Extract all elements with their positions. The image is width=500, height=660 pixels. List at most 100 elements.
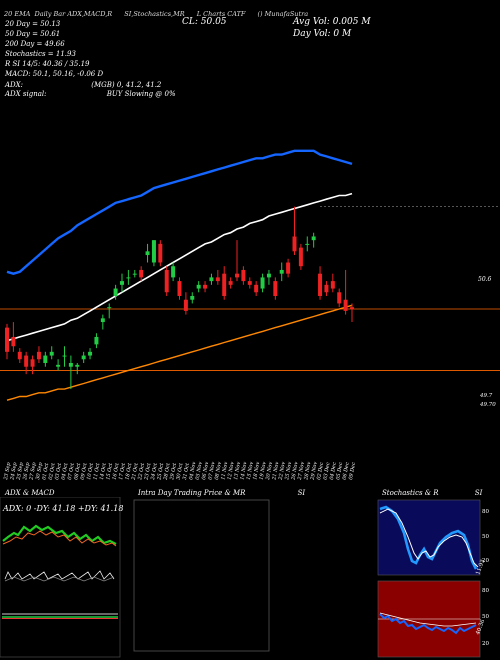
date-label: 14 Nov [239, 461, 248, 480]
date-label: 31 Oct [182, 462, 191, 481]
date-label: 19 Nov [259, 461, 268, 480]
candle-body [113, 288, 118, 296]
date-label: 11 Oct [93, 462, 102, 481]
date-label: 30 Sep [35, 461, 44, 480]
candle-body [215, 277, 220, 282]
macd-hist-plot [4, 570, 115, 580]
candle-body [43, 355, 48, 363]
main-lines [0, 149, 500, 401]
date-label: 25 Oct [156, 462, 165, 482]
adx-line-plot [2, 524, 117, 545]
series-line-2 [6, 192, 353, 342]
intraday-panel [133, 499, 270, 652]
candle-body [350, 307, 354, 310]
adx-signal-value: BUY Slowing @ 0% [106, 90, 176, 98]
stoch-tick-80: 80 [482, 509, 489, 515]
date-label: 29 Nov [310, 461, 319, 481]
date-label: 17 Oct [118, 462, 127, 481]
date-label: 06 Nov [201, 461, 210, 480]
candle-body [241, 269, 246, 282]
candle-body [183, 299, 188, 311]
candle-body [286, 262, 291, 274]
date-label: 26 Nov [290, 461, 299, 481]
date-label: 13 Nov [233, 461, 242, 480]
adx-values: (MGB) 0, 41.2, 41.2 [91, 81, 162, 89]
stoch-title-text: Stochastics & R [382, 489, 439, 497]
candle-body [266, 273, 271, 278]
close-price: CL: 50.05 [182, 17, 227, 27]
date-label: 06 Dec [342, 462, 351, 481]
candle-body [107, 307, 112, 309]
macd-signal-plot [4, 576, 115, 582]
date-label: 09 Oct [80, 462, 89, 481]
candle-body [151, 240, 156, 263]
candle-body [177, 281, 182, 296]
price-label-lower2: 49.70 [479, 402, 496, 408]
candle-body [139, 269, 144, 278]
macd-value: MACD: 50.1, 50.16, -0.06 D [5, 70, 104, 78]
candle-body [254, 284, 259, 293]
header-segment-2: Daily Bar ADX,MACD,R [34, 10, 113, 18]
header-segment-5: () MunafaSutra [257, 10, 309, 18]
stoch-last-value: 11.93 [475, 558, 486, 575]
date-label: 07 Oct [67, 462, 76, 481]
stochastics-value: Stochastics = 11.93 [5, 50, 76, 58]
date-label: 30 Oct [176, 462, 185, 481]
date-label: 09 Dec [348, 462, 357, 481]
chart-header: 20 EMA Daily Bar ADX,MACD,R SI,Stochasti… [4, 10, 308, 18]
date-label: 01 Oct [41, 462, 50, 481]
price-label-upper: 50.6 [478, 276, 492, 283]
date-label: 21 Nov [271, 461, 280, 481]
rsi-value: R SI 14/5: 40.36 / 35.19 [5, 60, 90, 68]
candle-body [311, 236, 316, 241]
avg-volume: Avg Vol: 0.005 M [293, 17, 371, 27]
adx-signal-label: ADX signal: [5, 90, 47, 98]
date-label: 15 Nov [246, 461, 255, 480]
candle-body [24, 355, 29, 367]
candle-body [88, 351, 93, 356]
candle-body [164, 269, 169, 293]
stoch-tick-20: 20 [482, 558, 489, 564]
stoch-title-suffix: SI [474, 489, 483, 497]
adx-macd-title: ADX & MACD [5, 489, 55, 497]
candle-body [158, 243, 163, 263]
day-volume: Day Vol: 0 M [293, 29, 352, 39]
adx-macd-values: ADX: 0 -DY: 41.18 +DY: 41.18 [2, 504, 123, 513]
series-line-1 [6, 149, 353, 275]
candle-body [209, 277, 214, 282]
candle-body [49, 351, 54, 356]
intraday-title-text: Intra Day Trading Price & MR [138, 489, 246, 497]
date-label: 14 Oct [99, 462, 108, 481]
candle-body [126, 277, 131, 279]
stoch-rsi-panel: 80 50 20 11.93 80 50 20 40.36 [377, 499, 489, 658]
series-line-3 [6, 304, 353, 401]
candle-body [343, 299, 348, 311]
candle-body [330, 281, 335, 289]
date-label: 04 Dec [329, 462, 338, 481]
date-label: 22 Nov [278, 461, 287, 481]
date-label: 15 Oct [105, 462, 114, 481]
header-segment-3: SI,Stochastics,MR [124, 10, 185, 18]
date-label: 03 Oct [54, 462, 63, 481]
candles [5, 206, 354, 390]
date-label: 05 Dec [335, 462, 344, 481]
candle-body [190, 296, 195, 300]
date-label: 04 Nov [188, 461, 197, 480]
adx-signal-line: ADX signal: BUY Slowing @ 0% [5, 89, 176, 99]
date-label: 18 Oct [124, 462, 133, 481]
candle-body [279, 269, 284, 274]
header-segment-1: 20 EMA [4, 10, 31, 18]
candle-body [196, 284, 201, 289]
rsi-tick-20: 20 [482, 641, 489, 647]
stoch-d-plot [379, 508, 479, 568]
date-label: 04 Oct [61, 462, 70, 481]
candle-body [11, 336, 16, 347]
rsi-tick-80: 80 [482, 588, 489, 594]
date-label: 10 Oct [86, 462, 95, 481]
date-label: 05 Nov [195, 461, 204, 480]
intraday-title: Intra Day Trading Price & MR SI [138, 489, 305, 497]
stoch-title: Stochastics & R SI [382, 489, 482, 497]
date-label: 27 Sep [28, 461, 37, 481]
candle-body [292, 236, 297, 252]
candle-body [222, 273, 227, 296]
